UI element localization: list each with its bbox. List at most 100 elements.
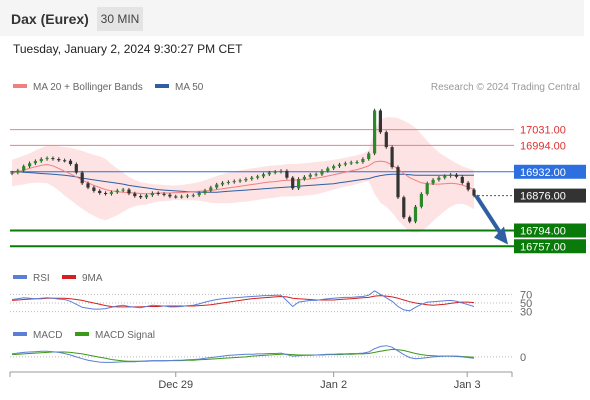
legend-macd-label: MACD (33, 330, 62, 341)
legend-rsi-ma-swatch (62, 275, 76, 279)
macd-line (11, 345, 475, 363)
candle-body (197, 193, 201, 196)
candle-body (419, 193, 423, 207)
candle-body (337, 164, 342, 167)
level-label: 16932.00 (520, 167, 566, 179)
candle-body (220, 182, 225, 185)
candle-body (45, 158, 49, 160)
candle-body (326, 168, 330, 171)
candle-body (139, 196, 143, 198)
candle-body (466, 182, 470, 190)
candle-body (472, 189, 476, 196)
candle-body (144, 195, 149, 198)
chart-header: Dax (Eurex) 30 MIN (0, 0, 584, 36)
candle-body (86, 183, 90, 188)
candle-body (209, 187, 213, 191)
candle-body (226, 182, 230, 183)
candle-body (320, 170, 324, 175)
candle-body (373, 110, 377, 154)
candle-body (390, 147, 394, 168)
legend-ma20-swatch (13, 84, 27, 88)
pivot-label-bg (514, 164, 586, 179)
candle-body (191, 195, 195, 197)
candle-body (57, 159, 61, 161)
legend-rsi-swatch (13, 275, 27, 279)
legend-macd-signal-label: MACD Signal (95, 330, 155, 341)
candle-body (203, 190, 207, 194)
candle-body (16, 170, 20, 173)
candle-body (279, 170, 283, 172)
rsi-tick-label: 70 (520, 289, 532, 301)
macd-tick-label: 0 (520, 352, 526, 364)
level-label: 16994.00 (520, 140, 566, 152)
candle-body (98, 190, 102, 193)
candle-body (174, 196, 178, 198)
candle-body (180, 196, 184, 198)
candle-body (396, 167, 400, 198)
candle-body (28, 163, 32, 167)
chart-datetime: Tuesday, January 2, 2024 9:30:27 PM CET (13, 42, 243, 56)
candle-body (80, 172, 84, 184)
candle-body (413, 206, 418, 222)
candle-body (437, 177, 441, 180)
candle-body (267, 172, 271, 175)
candle-body (115, 190, 119, 193)
level-label: 16794.00 (520, 226, 566, 238)
candle-body (168, 194, 172, 197)
candle-body (297, 179, 301, 189)
x-tick-label: Dec 29 (158, 379, 193, 391)
price-panel: 17031.00 16994.00 16932.00 16876.00 16794.00… (10, 108, 586, 254)
candle-body (343, 163, 347, 165)
candle-body (308, 174, 312, 177)
candle-body (109, 192, 113, 194)
timeframe-button[interactable]: 30 MIN (97, 7, 143, 31)
candle-body (256, 176, 260, 178)
candle-body (68, 160, 73, 165)
x-tick-label: Jan 3 (454, 379, 481, 391)
candle-body (408, 217, 412, 222)
legend-macd-signal-swatch (75, 332, 89, 336)
candle-body (250, 177, 254, 179)
candle-body (314, 174, 318, 176)
x-axis: Dec 29 Jan 2 Jan 3 (9, 372, 513, 391)
candle-body (185, 195, 190, 197)
candle-body (285, 170, 289, 178)
copyright-note: Research © 2024 Trading Central (431, 82, 580, 93)
candle-body (238, 180, 242, 182)
x-tick-label: Jan 2 (320, 379, 347, 391)
level-label: 17031.00 (520, 125, 566, 137)
candle-body (332, 166, 336, 169)
legend-rsi-label: RSI (33, 273, 50, 284)
candle-body (51, 158, 55, 160)
forecast-arrow-shaft (474, 194, 502, 234)
candle-body (74, 164, 78, 173)
candle-body (349, 162, 353, 164)
legend-macd-swatch (13, 332, 27, 336)
candle-body (10, 172, 14, 174)
candle-body (261, 174, 266, 177)
candle-body (215, 184, 219, 188)
candle-body (431, 179, 435, 184)
macd-panel: 0 (10, 345, 526, 364)
legend-ma50-swatch (155, 84, 169, 88)
candle-body (378, 110, 382, 133)
rsi-tick-label: 30 (520, 307, 532, 319)
candle-body (367, 153, 371, 159)
candle-body (302, 176, 306, 179)
forecast-arrow-head (494, 226, 508, 245)
candle-body (232, 181, 236, 183)
rsi-line (11, 290, 475, 312)
candle-body (402, 197, 406, 218)
candle-body (121, 189, 125, 191)
candle-body (162, 193, 166, 195)
candle-body (244, 179, 248, 181)
candle-body (449, 174, 453, 176)
candle-body (291, 177, 295, 189)
rsi-ma-line (11, 295, 475, 308)
support-label-bg (514, 239, 586, 254)
candle-body (156, 193, 160, 194)
candle-body (39, 159, 43, 162)
candle-body (150, 193, 154, 196)
